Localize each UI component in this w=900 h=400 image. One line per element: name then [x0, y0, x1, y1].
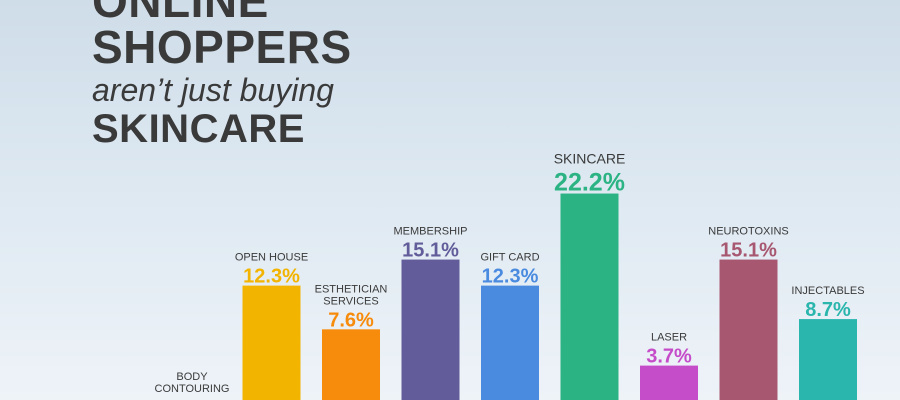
category-label-body-contouring: BODY CONTOURING: [155, 371, 230, 395]
category-label-esthetician-services: ESTHETICIAN SERVICES: [315, 283, 388, 307]
bar-membership: [401, 259, 460, 400]
category-label-neurotoxins: NEUROTOXINS: [708, 226, 788, 238]
bar-esthetician-services: [322, 329, 380, 400]
category-label-membership: MEMBERSHIP: [394, 226, 468, 238]
bar-skincare: [560, 193, 619, 400]
bar-injectables: [799, 319, 857, 400]
bar-open-house: [242, 285, 301, 400]
headline-line-subtitle: aren’t just buying: [92, 72, 334, 108]
headline: ONLINE SHOPPERS aren’t just buying SKINC…: [92, 0, 352, 149]
value-label-gift-card: 12.3%: [482, 266, 539, 288]
bar-gift-card: [481, 285, 539, 400]
bar-neurotoxins: [719, 259, 778, 400]
value-label-open-house: 12.3%: [243, 266, 300, 288]
value-label-membership: 15.1%: [402, 240, 459, 262]
value-label-neurotoxins: 15.1%: [720, 240, 777, 262]
value-label-laser: 3.7%: [646, 346, 692, 368]
category-label-laser: LASER: [651, 332, 687, 344]
value-label-skincare: 22.2%: [554, 169, 625, 197]
category-label-gift-card: GIFT CARD: [480, 252, 539, 264]
headline-line-shoppers: SHOPPERS: [92, 21, 352, 73]
value-label-injectables: 8.7%: [805, 299, 851, 321]
bar-laser: [640, 365, 698, 400]
category-label-injectables: INJECTABLES: [791, 285, 864, 297]
value-label-esthetician-services: 7.6%: [328, 309, 374, 331]
category-label-open-house: OPEN HOUSE: [235, 252, 308, 264]
headline-line-online: ONLINE: [92, 0, 269, 27]
headline-line-skincare: SKINCARE: [92, 107, 305, 151]
category-label-skincare: SKINCARE: [554, 151, 626, 167]
